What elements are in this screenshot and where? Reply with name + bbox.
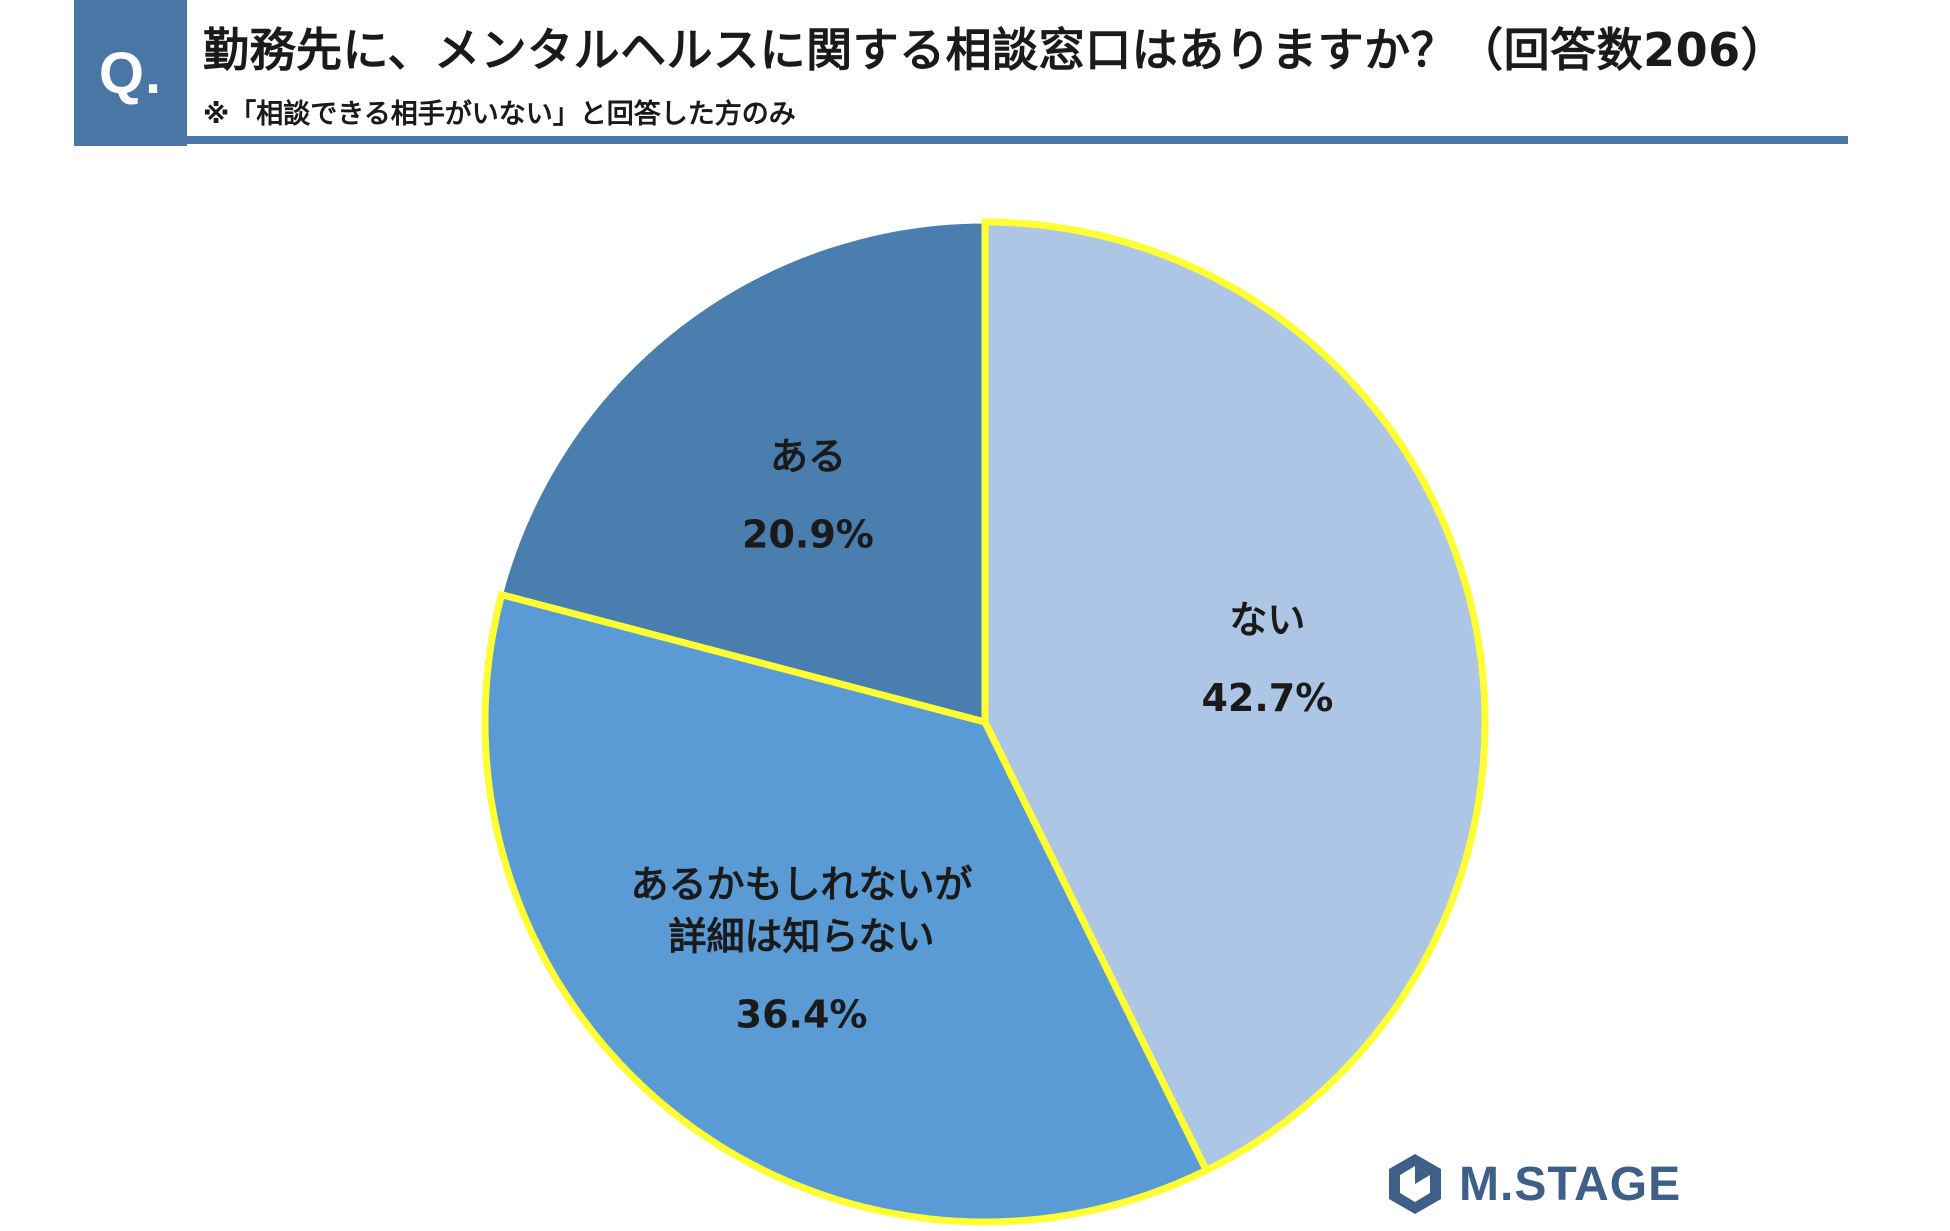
slice-value-label: 42.7% bbox=[1201, 676, 1333, 720]
mstage-logo: M.STAGE bbox=[1385, 1152, 1681, 1216]
slice-category-label: 詳細は知らない bbox=[669, 915, 935, 959]
slice-value-label: 36.4% bbox=[736, 993, 868, 1037]
header-divider bbox=[74, 136, 1848, 144]
chart-title: 勤務先に、メンタルヘルスに関する相談窓口はありますか？（回答数206） bbox=[203, 23, 1788, 77]
mstage-logo-text: M.STAGE bbox=[1459, 1157, 1682, 1211]
slice-category-label: あるかもしれないが bbox=[631, 863, 973, 907]
question-badge: Q. bbox=[74, 0, 187, 146]
slice-category-label: ある bbox=[770, 434, 846, 478]
question-badge-label: Q. bbox=[98, 40, 163, 106]
slice-category-label: ない bbox=[1229, 598, 1305, 642]
slice-value-label: 20.9% bbox=[742, 512, 874, 556]
mstage-logo-icon bbox=[1389, 1154, 1441, 1214]
pie-slice bbox=[499, 220, 987, 724]
chart-subtitle: ※「相談できる相手がいない」と回答した方のみ bbox=[203, 99, 796, 130]
pie-slice-highlight-border bbox=[981, 218, 1489, 1176]
pie-slice-highlight-border bbox=[481, 590, 1212, 1226]
